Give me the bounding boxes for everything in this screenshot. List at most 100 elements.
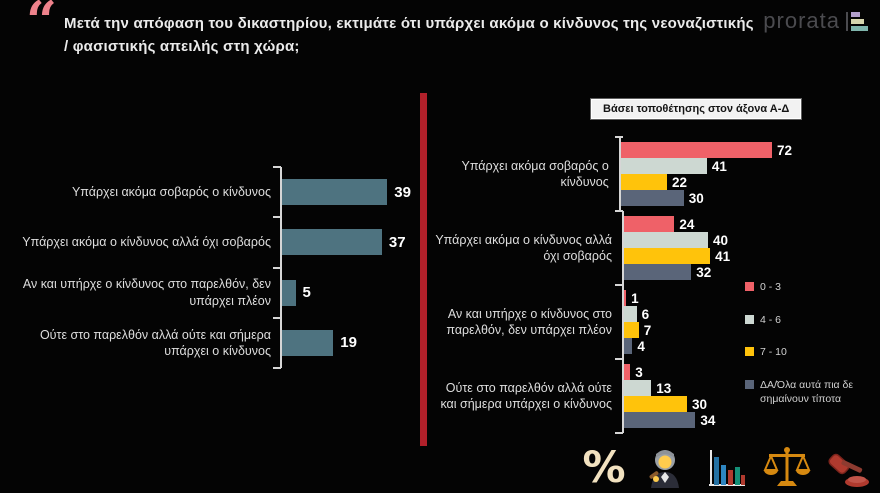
bar-row: 40 [624, 232, 792, 248]
bar-chart-icon [702, 445, 750, 491]
bar-value-label: 32 [696, 264, 712, 280]
bar [624, 306, 637, 322]
bar [624, 232, 708, 248]
legend-label: 4 - 6 [760, 313, 782, 326]
category-label: Υπάρχει ακόμα σοβαρός ο κίνδυνος [461, 158, 609, 189]
bar-row: 24 [624, 216, 792, 232]
bar-cell: 39 [280, 167, 420, 218]
bar [624, 322, 639, 338]
chart-group: Ούτε στο παρελθόν αλλά ούτε και σήμερα υ… [432, 359, 792, 433]
bar-row: 4 [624, 338, 792, 354]
bar [624, 264, 692, 280]
judge-icon [641, 445, 689, 491]
category-label: Αν και υπήρχε ο κίνδυνος στο παρελθόν, δ… [446, 306, 612, 337]
legend-label: 0 - 3 [760, 281, 782, 293]
bar-value-label: 3 [635, 364, 643, 380]
axis-tick [615, 358, 623, 360]
bar [282, 229, 382, 256]
legend-swatch [745, 314, 754, 324]
legend-label: 7 - 10 [760, 346, 787, 359]
bar-value-label: 7 [643, 322, 652, 338]
bar-value-label: 40 [713, 232, 729, 248]
axis-tick [273, 367, 281, 369]
bar-value-label: 37 [388, 233, 406, 251]
grouped-bar-chart: Υπάρχει ακόμα σοβαρός ο κίνδυνος 72 41 22 30… [432, 136, 792, 434]
bar-cell: 37 [280, 217, 420, 268]
bar-value-label: 13 [656, 380, 672, 396]
bar [624, 248, 711, 264]
legend-swatch [745, 282, 754, 291]
chart-row: Υπάρχει ακόμα σοβαρός ο κίνδυνος 39 [18, 167, 420, 218]
bar-value-label: 6 [641, 306, 650, 322]
bar-row: 13 [624, 380, 792, 396]
axis-tick [615, 136, 623, 138]
bar-row: 7 [624, 322, 792, 338]
legend-label: ΔΑ/Όλα αυτά πια δε σημαίνουν τίποτα [760, 378, 854, 405]
bar [624, 412, 696, 428]
footer-icons: % [580, 445, 872, 491]
legend-item: 4 - 6 [745, 314, 873, 328]
axis-tick [615, 210, 623, 212]
percent-icon: % [582, 442, 626, 493]
axis-tick [273, 317, 281, 319]
axis-tick [273, 216, 281, 218]
bar-cell: 5 [280, 267, 420, 318]
prorata-logo: prorata [763, 8, 868, 34]
scales-of-justice-icon [763, 445, 811, 491]
bar [620, 190, 684, 206]
bar-value-label: 24 [679, 216, 695, 232]
chart-group: Υπάρχει ακόμα σοβαρός ο κίνδυνος 72 41 22 30 [432, 137, 792, 211]
bar-value-label: 72 [776, 142, 792, 158]
legend-swatch [745, 347, 754, 357]
bar-row: 22 [620, 174, 792, 190]
bar-value-label: 19 [340, 334, 357, 352]
chart-group: Υπάρχει ακόμα ο κίνδυνος αλλά όχι σοβαρό… [432, 211, 792, 285]
bar-value-label: 22 [671, 174, 687, 190]
legend: 0 - 3 4 - 6 7 - 10 ΔΑ/Όλα αυτά πια δε σημαί… [745, 281, 873, 406]
bar [624, 396, 687, 412]
axis-tick [273, 267, 281, 269]
bar [624, 290, 627, 306]
bar-value-label: 4 [637, 338, 645, 354]
bar-row: 6 [624, 306, 792, 322]
bar-value-label: 41 [715, 248, 731, 264]
bar [282, 329, 334, 356]
bar [624, 338, 633, 354]
bar-row: 3 [624, 364, 792, 380]
bar-row: 1 [624, 290, 792, 306]
bar-row: 34 [624, 412, 792, 428]
category-label: Αν και υπήρχε ο κίνδυνος στο παρελθόν, δ… [22, 277, 271, 308]
bar-cell: 72 41 22 30 [618, 137, 792, 211]
bar-value-label: 30 [688, 190, 704, 206]
category-label: Υπάρχει ακόμα ο κίνδυνος αλλά όχι σοβαρό… [22, 235, 271, 250]
red-divider [420, 93, 427, 446]
bar-row: 72 [620, 142, 792, 158]
axis-tick [615, 284, 623, 286]
bar-cell: 24 40 41 32 [622, 211, 792, 285]
legend-swatch [745, 379, 754, 389]
prorata-bars-icon [846, 11, 868, 31]
bar-row: 30 [624, 396, 792, 412]
legend-item: ΔΑ/Όλα αυτά πια δε σημαίνουν τίποτα [745, 379, 873, 406]
category-label: Ούτε στο παρελθόν αλλά ούτε και σήμερα υ… [39, 327, 271, 358]
bar-row: 41 [620, 158, 792, 174]
bar [620, 158, 707, 174]
chart-group: Αν και υπήρχε ο κίνδυνος στο παρελθόν, δ… [432, 285, 792, 359]
bar-value-label: 39 [394, 183, 411, 201]
total-bar-chart: Υπάρχει ακόμα σοβαρός ο κίνδυνος 39 Υπάρχε… [18, 166, 420, 369]
bar-value-label: 41 [711, 158, 727, 174]
category-label: Ούτε στο παρελθόν αλλά ούτε και σήμερα υ… [440, 380, 612, 411]
right-chart-header: Βάσει τοποθέτησης στον άξονα Α-Δ [590, 98, 803, 120]
category-label: Υπάρχει ακόμα ο κίνδυνος αλλά όχι σοβαρό… [435, 232, 612, 263]
quote-icon: “ [26, 0, 57, 53]
chart-row: Αν και υπήρχε ο κίνδυνος στο παρελθόν, δ… [18, 267, 420, 318]
bar-row: 32 [624, 264, 792, 280]
bar-value-label: 30 [692, 396, 708, 412]
legend-item: 7 - 10 [745, 346, 873, 360]
bar [624, 364, 631, 380]
bar [620, 142, 772, 158]
bar [620, 174, 667, 190]
bar-row: 41 [624, 248, 792, 264]
